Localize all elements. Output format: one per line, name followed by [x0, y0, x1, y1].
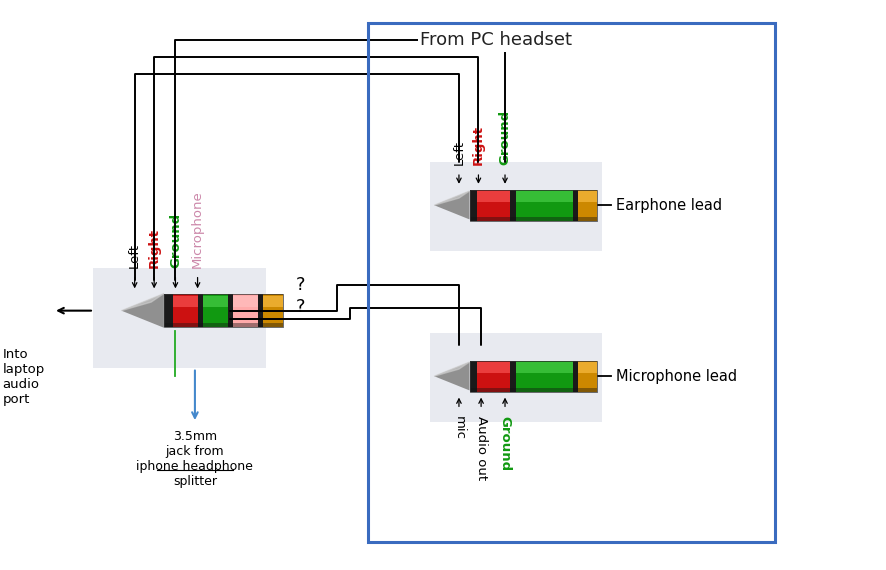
Bar	[368, 23, 775, 541]
Text: Left: Left	[128, 243, 141, 268]
Bar	[516, 362, 573, 373]
Bar	[516, 191, 573, 202]
Bar	[477, 189, 510, 221]
Bar	[573, 361, 578, 392]
Bar	[578, 361, 597, 392]
Text: ?: ?	[296, 298, 306, 316]
Bar	[430, 162, 602, 251]
Polygon shape	[121, 294, 164, 328]
Text: Right: Right	[472, 125, 485, 165]
Bar	[578, 362, 597, 373]
Bar	[203, 296, 228, 307]
Text: Earphone lead: Earphone lead	[616, 198, 722, 213]
Bar	[470, 388, 597, 392]
Bar	[258, 294, 263, 327]
Text: Ground: Ground	[499, 110, 511, 165]
Bar	[430, 333, 602, 422]
Text: Ground: Ground	[499, 416, 511, 471]
Bar	[164, 294, 283, 327]
Bar	[516, 361, 573, 392]
Bar	[233, 296, 258, 307]
Bar	[173, 294, 198, 327]
Bar	[470, 189, 477, 221]
Bar	[470, 189, 597, 221]
Bar	[477, 191, 510, 202]
Text: mic: mic	[453, 416, 465, 440]
Bar	[516, 189, 573, 221]
Bar	[470, 217, 597, 221]
Bar	[573, 189, 578, 221]
Bar	[510, 361, 516, 392]
Polygon shape	[434, 362, 470, 390]
Bar	[263, 296, 283, 307]
Text: Ground: Ground	[169, 213, 182, 268]
Bar	[173, 296, 198, 307]
Bar	[233, 294, 258, 327]
Polygon shape	[434, 362, 470, 376]
Text: Audio out: Audio out	[475, 416, 487, 480]
Bar	[198, 294, 203, 327]
Bar	[228, 294, 233, 327]
Text: Into
laptop
audio
port: Into laptop audio port	[3, 348, 45, 406]
Bar	[578, 191, 597, 202]
Bar	[470, 361, 477, 392]
Bar	[263, 294, 283, 327]
Polygon shape	[434, 191, 470, 205]
Bar	[93, 268, 266, 368]
Bar	[164, 323, 283, 327]
Polygon shape	[434, 191, 470, 219]
Text: Right: Right	[148, 228, 160, 268]
Bar	[203, 294, 228, 327]
Bar	[578, 189, 597, 221]
Text: Microphone: Microphone	[191, 190, 204, 268]
Polygon shape	[121, 294, 164, 311]
Text: Microphone lead: Microphone lead	[616, 369, 737, 384]
Text: Left: Left	[453, 140, 465, 165]
Bar	[477, 362, 510, 373]
Bar	[470, 361, 597, 392]
Bar	[164, 294, 173, 327]
Text: From PC headset: From PC headset	[420, 31, 572, 50]
Bar	[510, 189, 516, 221]
Bar	[477, 361, 510, 392]
Text: ?: ?	[296, 276, 306, 294]
Text: 3.5mm
jack from
iphone headphone
splitter: 3.5mm jack from iphone headphone splitte…	[136, 430, 253, 488]
